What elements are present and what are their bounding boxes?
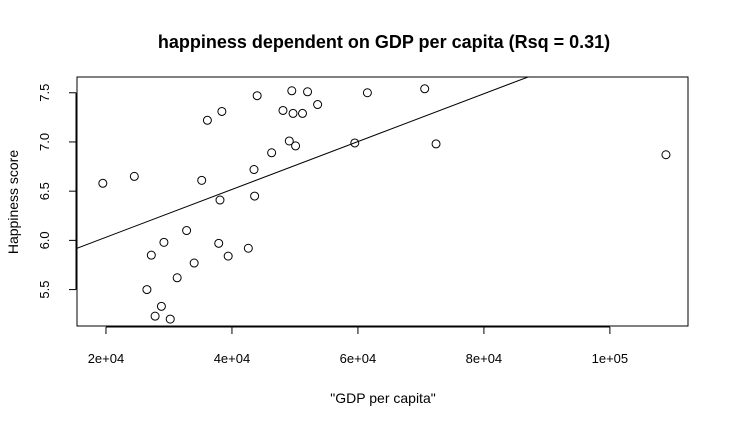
y-tick-label: 7.0 <box>37 133 52 151</box>
data-point <box>249 165 259 175</box>
x-tick-label: 1e+05 <box>592 351 629 366</box>
y-tick-label: 7.5 <box>37 84 52 102</box>
chart-title: happiness dependent on GDP per capita (R… <box>158 32 610 52</box>
data-point <box>172 273 182 283</box>
data-point <box>250 191 260 201</box>
data-point <box>291 141 301 151</box>
data-point <box>215 195 225 205</box>
data-point <box>202 115 212 125</box>
y-axis: 5.5 6.0 6.5 7.0 7.5 <box>37 84 77 299</box>
x-axis: 2e+04 4e+04 6e+04 8e+04 1e+05 <box>88 326 629 366</box>
data-point <box>303 87 313 97</box>
data-point <box>214 238 224 248</box>
plot-frame <box>76 76 689 327</box>
data-point <box>661 150 671 160</box>
data-point <box>129 171 139 181</box>
data-point <box>298 108 308 118</box>
data-point <box>267 148 277 158</box>
data-point <box>189 258 199 268</box>
y-tick-label: 6.0 <box>37 231 52 249</box>
data-point <box>159 237 169 247</box>
data-point <box>243 243 253 253</box>
data-point <box>288 108 298 118</box>
y-axis-label: Happiness score <box>5 150 21 254</box>
data-point <box>420 84 430 94</box>
data-point <box>350 138 360 148</box>
data-point <box>287 86 297 96</box>
x-tick-label: 4e+04 <box>214 351 251 366</box>
regression-line <box>77 77 529 249</box>
data-point <box>156 301 166 311</box>
x-tick-label: 8e+04 <box>466 351 503 366</box>
data-point <box>146 250 156 260</box>
data-point <box>431 139 441 149</box>
data-point <box>217 106 227 116</box>
data-point <box>252 91 262 101</box>
x-axis-label: "GDP per capita" <box>330 390 435 406</box>
data-point <box>98 178 108 188</box>
data-point <box>165 314 175 324</box>
data-point <box>313 100 323 110</box>
x-tick-label: 6e+04 <box>340 351 377 366</box>
data-point <box>223 251 233 261</box>
data-point <box>284 136 294 146</box>
data-point <box>278 105 288 115</box>
x-tick-label: 2e+04 <box>88 351 125 366</box>
regression-line-group <box>77 77 529 249</box>
data-point <box>142 285 152 295</box>
data-point <box>182 226 192 236</box>
data-point <box>150 311 160 321</box>
data-points <box>98 84 671 324</box>
y-tick-label: 5.5 <box>37 281 52 299</box>
y-tick-label: 6.5 <box>37 182 52 200</box>
data-point <box>362 88 372 98</box>
data-point <box>197 175 207 185</box>
